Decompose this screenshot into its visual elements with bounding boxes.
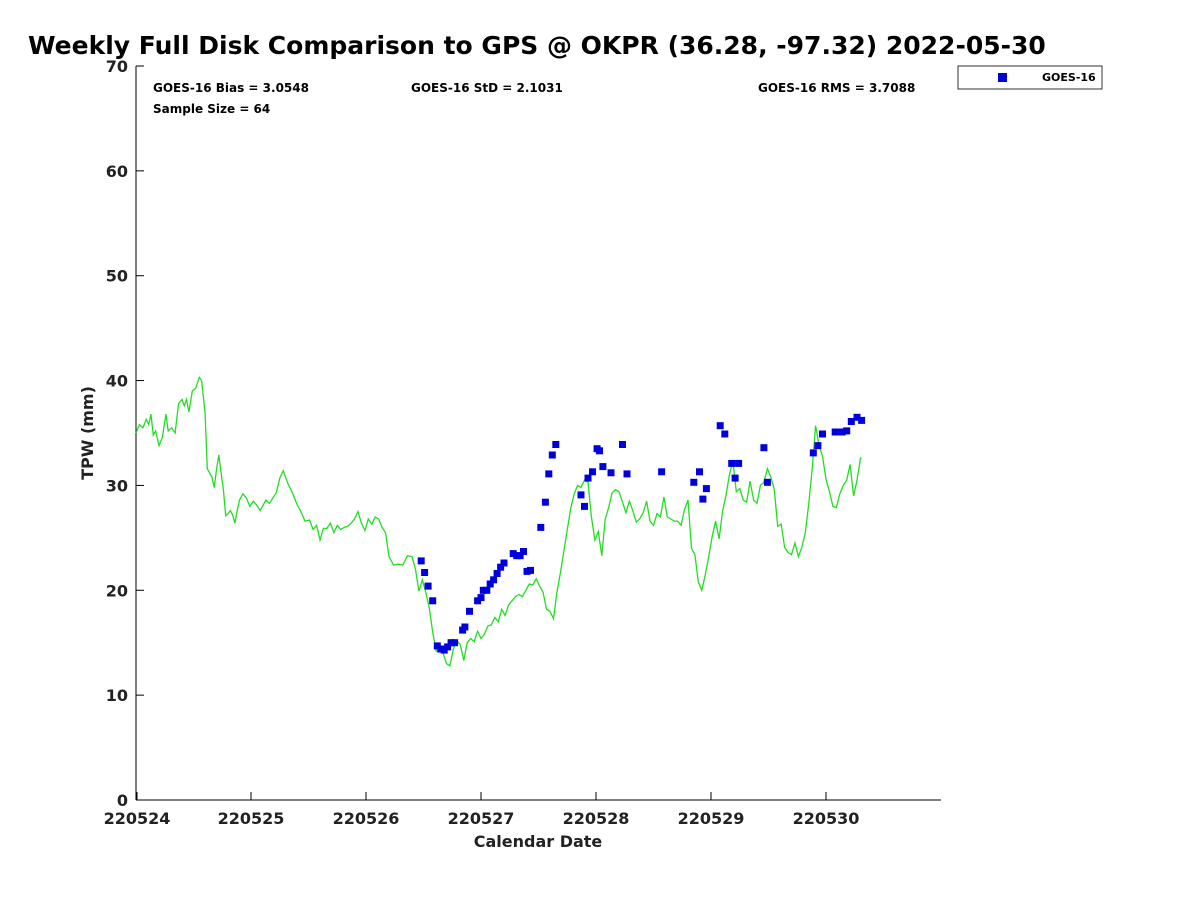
data-point [584, 474, 592, 482]
data-point [466, 607, 473, 615]
x-tick-label-220530: 220530 [793, 809, 860, 828]
data-point [500, 559, 508, 567]
chart-title: Weekly Full Disk Comparison to GPS @ OKP… [28, 31, 1046, 60]
data-point [552, 441, 560, 448]
data-point [607, 469, 615, 477]
sample-size-stat: Sample Size = 64 [153, 102, 270, 116]
x-tick-label-220526: 220526 [333, 809, 400, 828]
data-point [843, 427, 851, 435]
data-point [819, 430, 826, 438]
data-point [451, 639, 459, 647]
rms-stat: GOES-16 RMS = 3.7088 [758, 81, 915, 95]
data-point [545, 470, 553, 478]
data-point [516, 552, 524, 560]
y-tick-label-30: 30 [106, 476, 128, 495]
data-point [735, 459, 743, 467]
y-tick-label-0: 0 [117, 791, 128, 810]
data-point [763, 478, 771, 486]
std-stat: GOES-16 StD = 2.1031 [411, 81, 563, 95]
data-point [537, 523, 545, 531]
legend-label-goes16: GOES-16 [1042, 71, 1096, 84]
series-line-gps [135, 375, 862, 667]
data-point [831, 428, 839, 436]
data-point [760, 444, 768, 452]
data-point [599, 463, 607, 471]
data-point [493, 570, 501, 577]
data-point [483, 586, 491, 594]
data-point [520, 548, 527, 555]
x-tick-label-220527: 220527 [448, 809, 515, 828]
y-tick-label-20: 20 [106, 581, 128, 600]
data-point [490, 576, 498, 584]
series-points-goes-16 [417, 413, 866, 654]
x-tick-label-220529: 220529 [678, 809, 745, 828]
data-point [486, 580, 494, 588]
data-point [477, 594, 485, 602]
data-point [429, 597, 437, 605]
data-point [577, 491, 585, 499]
x-tick-label-220528: 220528 [563, 809, 630, 828]
y-tick-label-10: 10 [106, 686, 128, 705]
data-point [527, 566, 534, 574]
data-point [623, 470, 631, 478]
data-point [417, 557, 425, 565]
data-point [424, 582, 432, 590]
x-tick-label-220525: 220525 [218, 809, 285, 828]
y-axis-label: TPW (mm) [78, 386, 97, 480]
y-tick-label-50: 50 [106, 267, 128, 286]
data-point [814, 442, 822, 450]
data-point [858, 416, 866, 424]
y-tick-label-70: 70 [106, 57, 128, 76]
data-point [716, 422, 724, 430]
data-point [497, 563, 505, 571]
data-point [548, 451, 556, 459]
data-point [696, 468, 703, 476]
data-point [619, 441, 626, 448]
data-point [702, 485, 710, 493]
data-point [809, 449, 817, 457]
data-point [461, 623, 469, 631]
y-tick-label-60: 60 [106, 162, 128, 181]
data-point [699, 495, 707, 503]
data-point [721, 430, 729, 438]
data-point [690, 478, 698, 486]
data-point [589, 468, 596, 476]
data-point [421, 569, 429, 576]
x-tick-label-220524: 220524 [104, 809, 171, 828]
legend-box [957, 65, 1103, 90]
data-point [658, 468, 666, 476]
legend-marker-goes16 [998, 73, 1007, 82]
data-point [541, 498, 549, 506]
data-point [731, 474, 739, 482]
series-layer [135, 375, 866, 667]
x-axis-ticks: 220524 220525 220526 220527 220528 220529 2205… [104, 792, 860, 828]
data-point [596, 447, 603, 455]
bias-stat: GOES-16 Bias = 3.0548 [153, 81, 309, 95]
x-axis-label: Calendar Date [474, 832, 603, 851]
data-point [853, 413, 861, 421]
data-point [581, 502, 588, 510]
data-point [838, 428, 846, 436]
data-point [847, 418, 855, 425]
y-axis-ticks: 0 10 20 30 40 50 60 70 [106, 57, 144, 810]
data-point [444, 643, 452, 651]
legend: GOES-16 [957, 65, 1103, 90]
data-point [728, 459, 736, 467]
y-tick-label-40: 40 [106, 372, 128, 391]
